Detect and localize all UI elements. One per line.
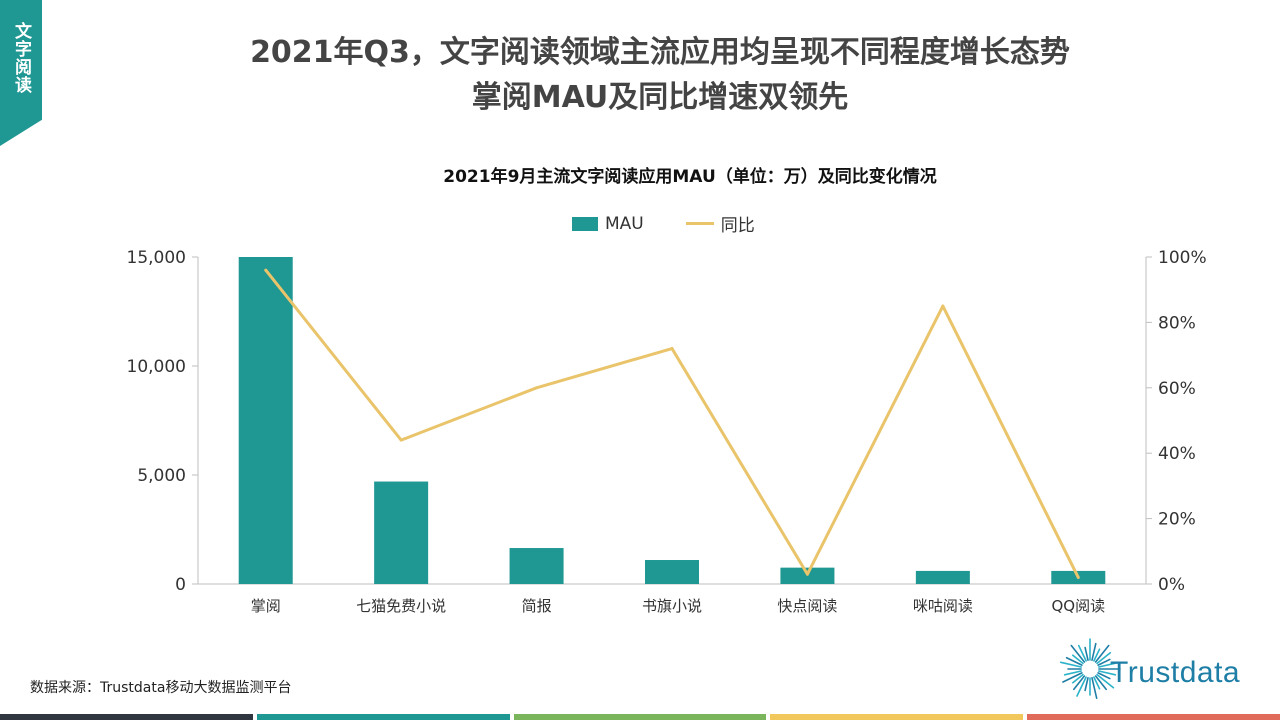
legend-item-mau: MAU: [572, 214, 644, 234]
legend-label-mau: MAU: [605, 213, 644, 234]
yoy-point: [264, 268, 268, 272]
logo-text: Trustdata: [1110, 656, 1241, 689]
y-right-tick-label: 20%: [1158, 510, 1196, 530]
y-right-tick-label: 40%: [1158, 444, 1196, 464]
y-right-tick-label: 0%: [1158, 575, 1185, 595]
y-left-tick-label: 5,000: [137, 466, 186, 486]
y-right-tick-label: 100%: [1158, 248, 1207, 268]
y-left-tick-label: 0: [175, 575, 186, 595]
legend-swatch-mau: [572, 216, 598, 231]
x-category-label: 书旗小说: [642, 597, 702, 615]
x-category-label: QQ阅读: [1051, 597, 1105, 615]
trustdata-logo: [1059, 638, 1121, 700]
section-tab-label: 文字阅读: [11, 22, 31, 94]
yoy-point: [535, 386, 539, 390]
x-category-label: 快点阅读: [777, 597, 837, 615]
mau-bar: [509, 548, 564, 584]
yoy-point: [670, 347, 674, 351]
section-tab: 文字阅读: [0, 0, 42, 146]
footer-color-segment: [1027, 714, 1280, 720]
y-right-tick-label: 60%: [1158, 379, 1196, 399]
yoy-point: [399, 438, 403, 442]
yoy-point: [805, 572, 809, 576]
mau-bar: [915, 570, 970, 584]
legend-label-yoy: 同比: [720, 216, 755, 236]
legend-item-yoy: 同比: [685, 211, 755, 236]
headline: 2021年Q3，文字阅读领域主流应用均呈现不同程度增长态势 掌阅MAU及同比增速…: [130, 30, 1190, 120]
footer-color-segment: [513, 714, 767, 720]
yoy-point: [1076, 575, 1080, 579]
footer-color-segment: [770, 714, 1024, 720]
x-category-label: 掌阅: [251, 597, 281, 615]
footer-color-segment: [256, 714, 510, 720]
x-category-label: 七猫免费小说: [356, 597, 446, 615]
y-left-tick-label: 10,000: [127, 357, 186, 377]
yoy-point: [941, 304, 945, 308]
y-left-tick-label: 15,000: [127, 248, 186, 268]
footer-color-bar: [0, 714, 1280, 720]
headline-line-1: 2021年Q3，文字阅读领域主流应用均呈现不同程度增长态势: [250, 35, 1070, 70]
logo-burst-icon: [1059, 638, 1121, 700]
legend-swatch-yoy: [685, 222, 714, 225]
x-category-label: 咪咕阅读: [913, 597, 973, 615]
footer-color-segment: [0, 714, 253, 720]
data-source-note: 数据来源：Trustdata移动大数据监测平台: [30, 680, 292, 696]
x-category-label: 简报: [522, 597, 552, 615]
chart-legend: MAU 同比: [572, 211, 797, 236]
headline-line-2: 掌阅MAU及同比增速双领先: [471, 80, 849, 115]
mau-bar: [238, 257, 293, 584]
y-right-tick-label: 80%: [1158, 313, 1196, 333]
chart-title: 2021年9月主流文字阅读应用MAU（单位：万）及同比变化情况: [443, 167, 937, 187]
mau-bar: [374, 481, 429, 584]
mau-bar: [645, 560, 699, 584]
mau-bar: [780, 567, 835, 584]
